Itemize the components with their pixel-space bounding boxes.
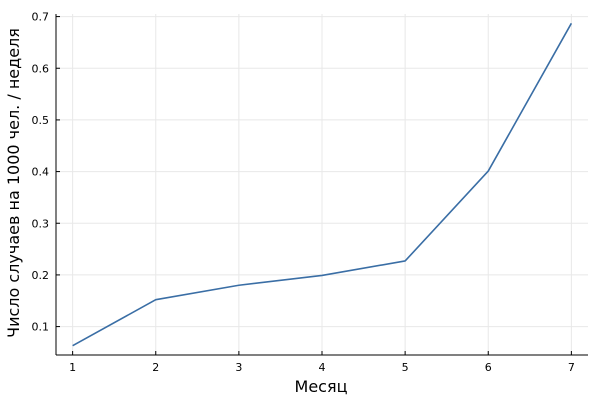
x-tick-label: 7 <box>568 361 575 374</box>
y-tick-label: 0.2 <box>32 269 50 282</box>
x-tick-label: 5 <box>402 361 409 374</box>
y-tick-label: 0.4 <box>32 166 50 179</box>
x-axis-title: Месяц <box>295 377 348 396</box>
x-tick-label: 3 <box>235 361 242 374</box>
series-layer <box>72 22 573 347</box>
x-tick-label: 2 <box>152 361 159 374</box>
series-line <box>72 22 573 347</box>
ticks: 1 2 3 4 5 6 7 0.1 0.2 0.3 0.4 0.5 0.6 0.7 <box>32 11 575 374</box>
y-tick-label: 0.1 <box>32 321 50 334</box>
x-tick-label: 1 <box>69 361 76 374</box>
grid <box>56 14 588 355</box>
y-tick-label: 0.6 <box>32 62 50 75</box>
x-tick-label: 6 <box>485 361 492 374</box>
y-tick-label: 0.5 <box>32 114 50 127</box>
y-axis-title: Число случаев на 1000 чел. / неделя <box>4 28 23 338</box>
x-tick-label: 4 <box>319 361 326 374</box>
y-tick-label: 0.3 <box>32 217 50 230</box>
y-tick-label: 0.7 <box>32 11 50 24</box>
